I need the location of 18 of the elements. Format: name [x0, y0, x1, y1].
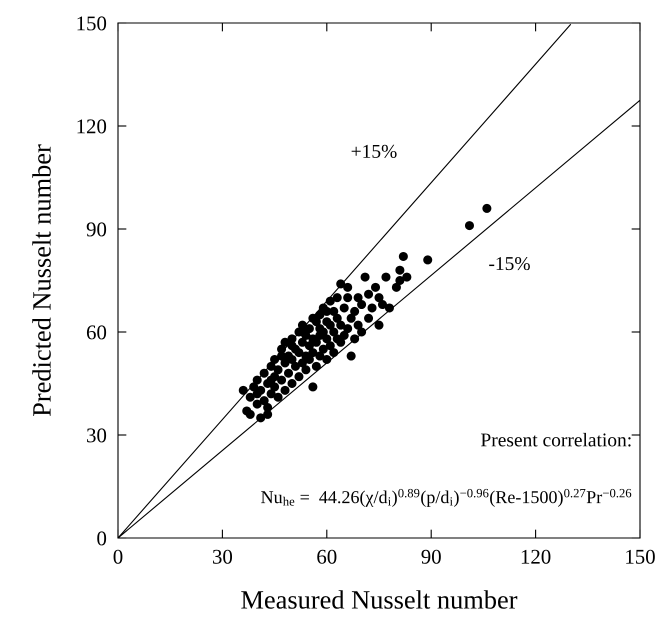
- text: Nu$_{he}$ = 44.26(χ/d$_{i}$)$^{0.89}$(p/d$_{i}$)$^{−0.96}$(Re-1500)$^{0.27}$Pr$^{−0.26}$: [261, 488, 632, 507]
- y-tick-label: 30: [87, 428, 106, 442]
- x-tick-label: 90: [421, 550, 441, 564]
- x-tick-label: 120: [522, 550, 550, 564]
- y-tick-label: 90: [86, 222, 106, 236]
- x-tick-label: 60: [317, 550, 336, 564]
- annotation: Present correlation:: [481, 432, 631, 447]
- y-tick-label: 150: [77, 16, 106, 30]
- y-tick-label: 120: [77, 119, 106, 134]
- x-tick-label: 30: [212, 550, 232, 564]
- x-tick-label: 150: [626, 550, 655, 564]
- x-axis-title: Measured Nusselt number: [241, 590, 518, 609]
- x-tick-label: 0: [114, 550, 122, 564]
- y-tick-label: 60: [86, 325, 106, 340]
- y-tick-label: 0: [97, 531, 106, 546]
- y-axis-title: Predicted Nusselt number: [32, 144, 51, 416]
- series-label: -15%: [489, 256, 530, 270]
- text: +15%: [352, 144, 397, 158]
